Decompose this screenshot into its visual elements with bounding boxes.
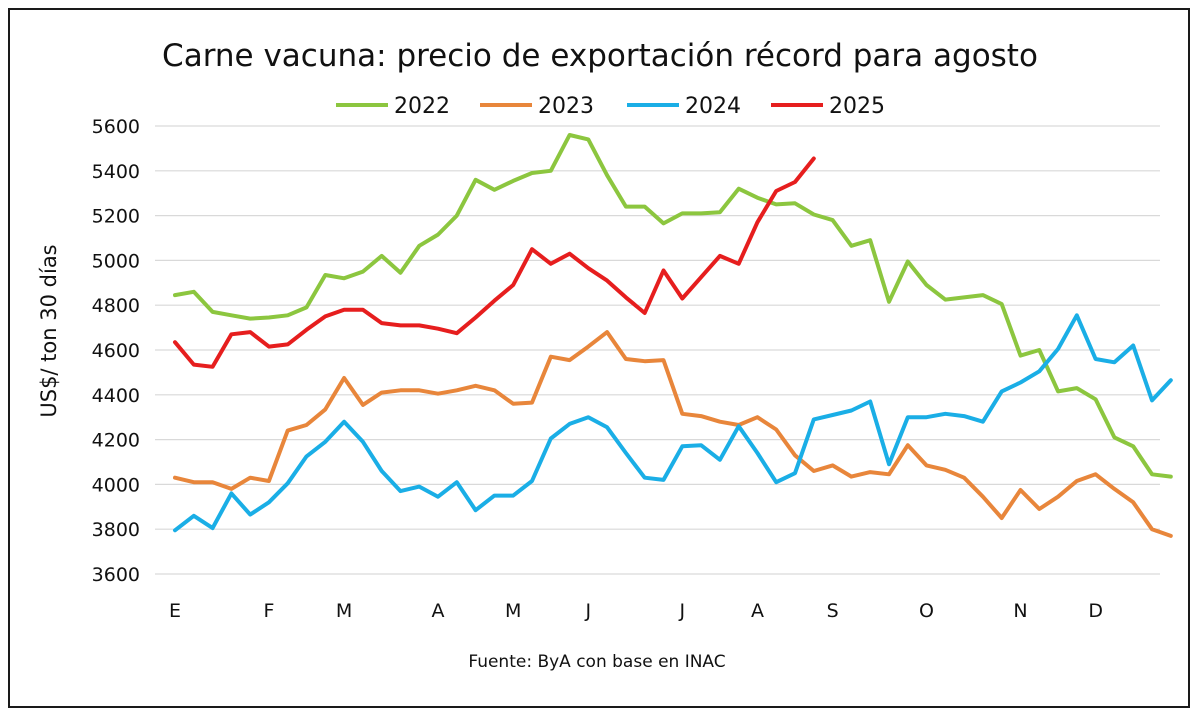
line-chart: Carne vacuna: precio de exportación réco… [37,38,1173,672]
x-tick-label: A [432,600,445,622]
source-note: Fuente: ByA con base en INAC [468,652,725,672]
series-line-2024 [173,313,1173,533]
x-tick-label: J [585,600,592,622]
x-tick-label: N [1013,600,1027,622]
y-tick-label: 3800 [92,519,140,541]
y-tick-label: 5000 [92,250,140,272]
series-lines [173,133,1173,538]
legend-label-2022: 2022 [394,94,450,119]
series-line-2025 [173,156,816,369]
x-tick-label: F [263,600,274,622]
y-axis-label: US$/ ton 30 días [37,244,61,417]
x-tick-label: A [751,600,764,622]
y-tick-label: 3600 [92,564,140,586]
x-tick-label: S [827,600,839,622]
legend-label-2024: 2024 [685,94,741,119]
x-tick-label: O [919,600,934,622]
y-tick-label: 5600 [92,116,140,138]
x-tick-label: E [169,600,181,622]
x-tick-label: J [678,600,685,622]
legend-label-2023: 2023 [538,94,594,119]
x-tick-label: D [1088,600,1103,622]
chart-title: Carne vacuna: precio de exportación réco… [162,38,1038,74]
x-tick-label: M [336,600,352,622]
legend-label-2025: 2025 [829,94,885,119]
series-line-2023 [173,330,1173,538]
x-tick-label: M [505,600,521,622]
y-tick-label: 4000 [92,474,140,496]
y-tick-label: 4400 [92,385,140,407]
y-tick-label: 5200 [92,206,140,228]
y-tick-label: 4800 [92,295,140,317]
y-tick-label: 4200 [92,430,140,452]
y-axis-ticks: 3600 3800 4000 4200 4400 4600 4800 5000 5200 5400… [92,116,140,586]
y-tick-label: 5400 [92,161,140,183]
series-line-2022 [173,133,1173,479]
legend: 2022 2023 2024 2025 [336,94,885,119]
y-tick-label: 4600 [92,340,140,362]
